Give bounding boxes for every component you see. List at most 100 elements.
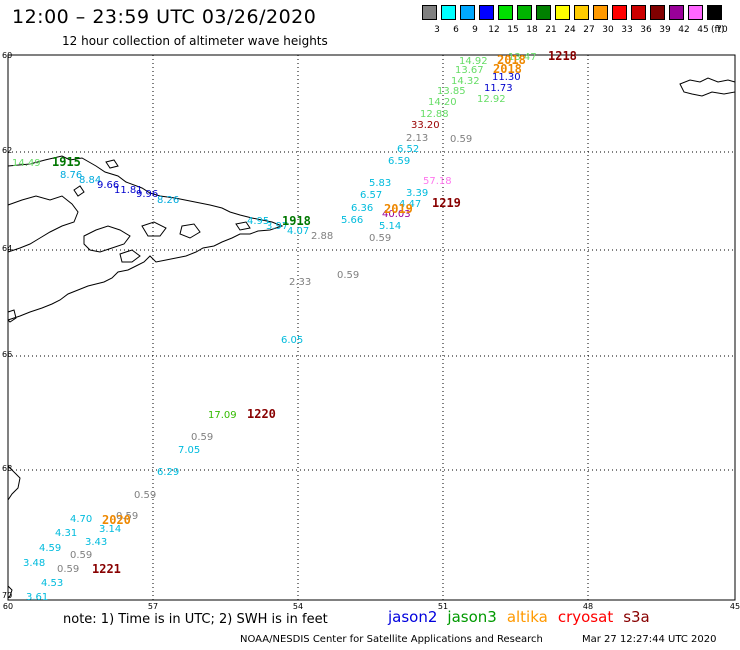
wave-height-value: 6.57 bbox=[360, 190, 382, 201]
wave-height-value: 2.88 bbox=[311, 231, 333, 242]
coastline-labrador-south bbox=[7, 585, 13, 599]
coastline-island-1 bbox=[141, 221, 167, 237]
scale-label: 27 bbox=[583, 25, 595, 35]
wave-height-value: 13.47 bbox=[508, 52, 537, 63]
scale-swatch bbox=[422, 5, 437, 20]
map-subtitle: 12 hour collection of altimeter wave hei… bbox=[62, 34, 328, 48]
coastlines bbox=[7, 77, 736, 599]
coastline-island-6 bbox=[105, 159, 119, 169]
wave-height-value: 14.20 bbox=[428, 97, 457, 108]
wave-height-value: 0.59 bbox=[450, 134, 472, 145]
coastline-greenland bbox=[679, 77, 736, 97]
wave-height-value: 6.52 bbox=[397, 144, 419, 155]
wave-height-value: 4.07 bbox=[287, 226, 309, 237]
wave-height-value: 40.03 bbox=[382, 209, 411, 220]
longitude-label: 51 bbox=[438, 602, 448, 611]
pass-time-label: 2019 bbox=[384, 202, 413, 216]
latitude-label: 62 bbox=[2, 146, 12, 155]
scale-swatch bbox=[479, 5, 494, 20]
wave-height-value: 3.97 bbox=[266, 221, 288, 232]
satellite-legend-item: jason3 bbox=[447, 608, 497, 626]
credit-line: NOAA/NESDIS Center for Satellite Applica… bbox=[240, 634, 543, 645]
latitude-label: 68 bbox=[2, 464, 12, 473]
scale-label: 3 bbox=[434, 25, 440, 35]
longitude-labels: 60 57 54 51 48 45 bbox=[3, 602, 740, 611]
coastline-south-islet bbox=[7, 309, 17, 323]
scale-swatch bbox=[688, 5, 703, 20]
wave-height-value: 3.48 bbox=[23, 558, 45, 569]
wave-height-value: 6.29 bbox=[157, 467, 179, 478]
latitude-label: 64 bbox=[2, 244, 12, 253]
scale-label: 15 bbox=[507, 25, 519, 35]
wave-height-value: 3.61 bbox=[26, 592, 48, 603]
scale-swatch bbox=[593, 5, 608, 20]
wave-height-value: 5.66 bbox=[341, 215, 363, 226]
wave-height-value: 4.95 bbox=[247, 216, 269, 227]
wave-height-value: 14.49 bbox=[12, 158, 41, 169]
wave-height-value: 8.26 bbox=[157, 195, 179, 206]
scale-label: 39 bbox=[659, 25, 671, 35]
scale-swatch bbox=[536, 5, 551, 20]
scale-label: 30 bbox=[602, 25, 614, 35]
wave-height-value: 13.85 bbox=[437, 86, 466, 97]
generation-timestamp: Mar 27 12:27:44 UTC 2020 bbox=[582, 634, 717, 645]
satellite-legend-item: altika bbox=[506, 608, 548, 626]
pass-time-label: 1918 bbox=[282, 214, 311, 228]
scale-swatch bbox=[707, 5, 722, 20]
wave-height-value: 2.33 bbox=[289, 277, 311, 288]
wave-height-value: 7.05 bbox=[178, 445, 200, 456]
wave-height-value: 14.32 bbox=[451, 76, 480, 87]
coastline-island-3 bbox=[119, 249, 141, 263]
wave-height-value: 4.59 bbox=[39, 543, 61, 554]
pass-time-label: 1219 bbox=[432, 196, 461, 210]
latitude-label: 66 bbox=[2, 350, 12, 359]
wave-height-value: 57.18 bbox=[423, 176, 452, 187]
scale-swatch bbox=[650, 5, 665, 20]
pass-time-label: 1915 bbox=[52, 155, 81, 169]
wave-height-value: 12.88 bbox=[420, 109, 449, 120]
wave-height-value: 5.83 bbox=[369, 178, 391, 189]
wave-height-value: 11.81 bbox=[114, 185, 143, 196]
longitude-label: 60 bbox=[3, 602, 13, 611]
wave-height-value: 2.13 bbox=[406, 133, 428, 144]
coastline-fjord bbox=[83, 225, 131, 253]
wave-height-value: 4.47 bbox=[399, 199, 421, 210]
scale-label: 36 bbox=[640, 25, 652, 35]
pass-time-label: 1221 bbox=[92, 562, 121, 576]
wave-height-value: 3.39 bbox=[406, 188, 428, 199]
wave-height-value: 4.31 bbox=[55, 528, 77, 539]
wave-height-value: 12.92 bbox=[477, 94, 506, 105]
scale-swatch bbox=[555, 5, 570, 20]
latitude-label: 70 bbox=[2, 591, 12, 600]
wave-height-value: 3.14 bbox=[99, 524, 121, 535]
pass-time-label: 2018 bbox=[493, 62, 522, 76]
coastline-inner-bay bbox=[7, 195, 79, 253]
longitude-label: 48 bbox=[583, 602, 593, 611]
wave-height-value: 0.59 bbox=[57, 564, 79, 575]
scale-label: 33 bbox=[621, 25, 633, 35]
wave-height-value: 6.59 bbox=[388, 156, 410, 167]
wave-height-value: 0.59 bbox=[70, 550, 92, 561]
longitude-label: 57 bbox=[148, 602, 158, 611]
wave-height-value: 0.59 bbox=[369, 233, 391, 244]
coastline-island-4 bbox=[235, 221, 251, 231]
wave-height-value: 0.59 bbox=[337, 270, 359, 281]
scale-swatch bbox=[441, 5, 456, 20]
scale-swatch bbox=[517, 5, 532, 20]
scale-swatch bbox=[631, 5, 646, 20]
wave-height-value: 13.67 bbox=[455, 65, 484, 76]
wave-height-value: 8.84 bbox=[79, 175, 101, 186]
satellite-legend-item: s3a bbox=[623, 608, 650, 626]
wave-height-value: 33.20 bbox=[411, 120, 440, 131]
latitude-labels: 60 62 64 66 68 70 bbox=[2, 51, 12, 600]
coastline-labrador bbox=[7, 465, 21, 501]
scale-swatch bbox=[669, 5, 684, 20]
scale-label: 21 bbox=[545, 25, 557, 35]
scale-swatch bbox=[498, 5, 513, 20]
map-frame bbox=[7, 54, 736, 601]
scale-unit: (ft) bbox=[711, 25, 725, 35]
wave-height-value: 8.76 bbox=[60, 170, 82, 181]
